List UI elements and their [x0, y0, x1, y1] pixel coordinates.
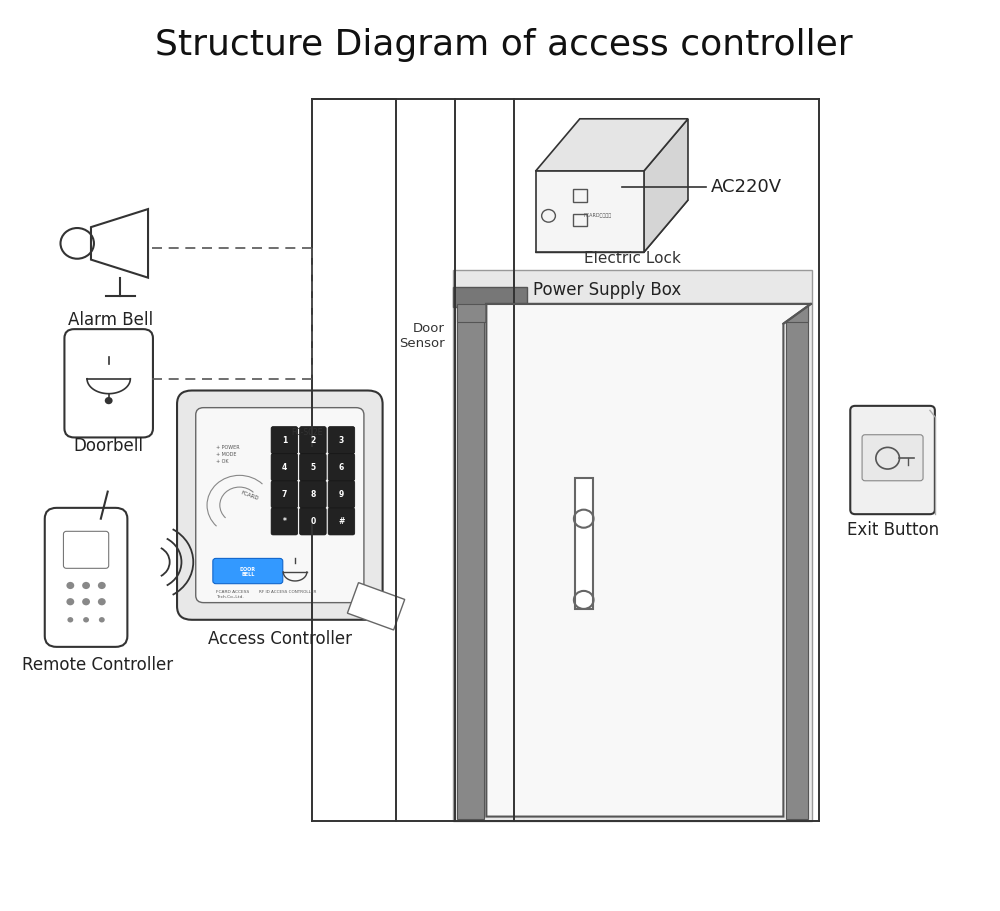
Polygon shape — [536, 171, 644, 252]
FancyBboxPatch shape — [271, 426, 298, 454]
Text: FCARD门禁电源: FCARD门禁电源 — [583, 213, 612, 219]
Text: 5: 5 — [310, 463, 315, 472]
FancyBboxPatch shape — [271, 454, 298, 481]
Text: Door
Sensor: Door Sensor — [399, 322, 445, 350]
Circle shape — [99, 617, 105, 622]
FancyBboxPatch shape — [271, 507, 298, 535]
Text: FCARD ACCESS
Tech.Co.,Ltd.: FCARD ACCESS Tech.Co.,Ltd. — [216, 590, 249, 599]
Text: Alarm Bell: Alarm Bell — [68, 311, 153, 329]
FancyBboxPatch shape — [575, 478, 593, 609]
Text: #: # — [338, 517, 345, 526]
Text: FCARD: FCARD — [240, 491, 259, 502]
FancyBboxPatch shape — [786, 305, 808, 819]
Text: 9: 9 — [339, 490, 344, 499]
FancyBboxPatch shape — [457, 305, 484, 819]
FancyBboxPatch shape — [177, 391, 383, 619]
Text: 4: 4 — [282, 463, 287, 472]
Text: Electric Lock: Electric Lock — [584, 251, 681, 266]
Text: AC220V: AC220V — [711, 179, 782, 197]
FancyBboxPatch shape — [457, 304, 808, 322]
Text: + POWER
+ MODE
+ OK: + POWER + MODE + OK — [216, 445, 239, 464]
Text: *: * — [282, 517, 286, 526]
FancyBboxPatch shape — [271, 481, 298, 507]
FancyBboxPatch shape — [328, 454, 355, 481]
FancyBboxPatch shape — [196, 407, 364, 603]
Circle shape — [66, 599, 74, 605]
FancyBboxPatch shape — [328, 481, 355, 507]
Text: 7: 7 — [282, 490, 287, 499]
Polygon shape — [644, 118, 688, 252]
FancyBboxPatch shape — [850, 406, 935, 514]
FancyBboxPatch shape — [300, 481, 326, 507]
Polygon shape — [347, 583, 405, 630]
Text: 2: 2 — [310, 435, 316, 445]
Polygon shape — [486, 304, 811, 816]
Circle shape — [82, 582, 90, 589]
Circle shape — [83, 617, 89, 622]
Text: 0: 0 — [310, 517, 316, 526]
FancyBboxPatch shape — [300, 507, 326, 535]
Text: Structure Diagram of access controller: Structure Diagram of access controller — [155, 28, 853, 62]
FancyBboxPatch shape — [328, 426, 355, 454]
Text: DOOR
BELL: DOOR BELL — [240, 567, 256, 578]
Circle shape — [67, 617, 73, 622]
Text: RF ID ACCESS CONTROLLER: RF ID ACCESS CONTROLLER — [259, 590, 316, 594]
Polygon shape — [536, 200, 688, 252]
Text: Power Supply Box: Power Supply Box — [533, 281, 681, 300]
Text: 6: 6 — [339, 463, 344, 472]
FancyBboxPatch shape — [453, 271, 812, 821]
Text: 1: 1 — [282, 435, 287, 445]
FancyBboxPatch shape — [453, 287, 527, 307]
Text: FC-S02E: FC-S02E — [292, 428, 323, 437]
FancyBboxPatch shape — [213, 558, 283, 584]
Circle shape — [98, 582, 106, 589]
Text: Access Controller: Access Controller — [208, 630, 352, 648]
Text: 3: 3 — [339, 435, 344, 445]
Text: Doorbell: Doorbell — [74, 437, 144, 456]
Polygon shape — [536, 118, 688, 171]
Circle shape — [98, 599, 106, 605]
Text: Remote Controller: Remote Controller — [22, 656, 173, 674]
FancyBboxPatch shape — [300, 426, 326, 454]
FancyBboxPatch shape — [328, 507, 355, 535]
Circle shape — [82, 599, 90, 605]
Circle shape — [66, 582, 74, 589]
Text: Exit Button: Exit Button — [847, 521, 939, 539]
Text: 8: 8 — [310, 490, 316, 499]
FancyBboxPatch shape — [862, 435, 923, 481]
FancyBboxPatch shape — [300, 454, 326, 481]
Circle shape — [105, 397, 113, 404]
